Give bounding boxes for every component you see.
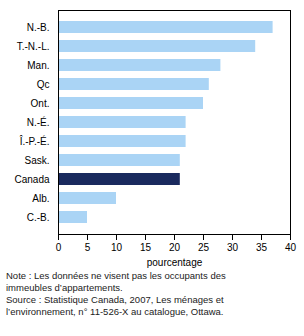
svg-text:30: 30 (227, 242, 239, 253)
svg-text:0: 0 (56, 242, 62, 253)
svg-text:5: 5 (85, 242, 91, 253)
svg-text:25: 25 (198, 242, 210, 253)
svg-text:15: 15 (140, 242, 152, 253)
svg-text:40: 40 (285, 242, 297, 253)
svg-text:35: 35 (256, 242, 268, 253)
svg-text:C.-B.: C.-B. (27, 212, 50, 223)
svg-text:Î.-P.-É.: Î.-P.-É. (19, 135, 50, 147)
svg-text:T.-N.-L.: T.-N.-L. (17, 41, 50, 52)
svg-text:20: 20 (169, 242, 181, 253)
html-text:Source : Statistique Canada, 2: Source : Statistique Canada, 2007, Les m… (6, 294, 224, 305)
svg-text:Qc: Qc (37, 79, 50, 90)
svg-text:N.-B.: N.-B. (27, 22, 50, 33)
svg-text:N.-É.: N.-É. (27, 116, 50, 128)
svg-text:Alb.: Alb. (32, 193, 49, 204)
svg-text:Man.: Man. (27, 60, 49, 71)
svg-text:10: 10 (111, 242, 123, 253)
svg-text:Canada: Canada (14, 174, 49, 185)
html-text:immeubles d’appartements.: immeubles d’appartements. (6, 282, 123, 293)
svg-text:Ont.: Ont. (31, 98, 50, 109)
svg-text:Sask.: Sask. (24, 155, 49, 166)
html-text:Note : Les données ne visent p: Note : Les données ne visent pas les occ… (6, 270, 226, 281)
html-text:l’environnement, n° 11-526-X a: l’environnement, n° 11-526-X au catalogu… (6, 306, 224, 317)
svg-text:pourcentage: pourcentage (147, 257, 203, 268)
